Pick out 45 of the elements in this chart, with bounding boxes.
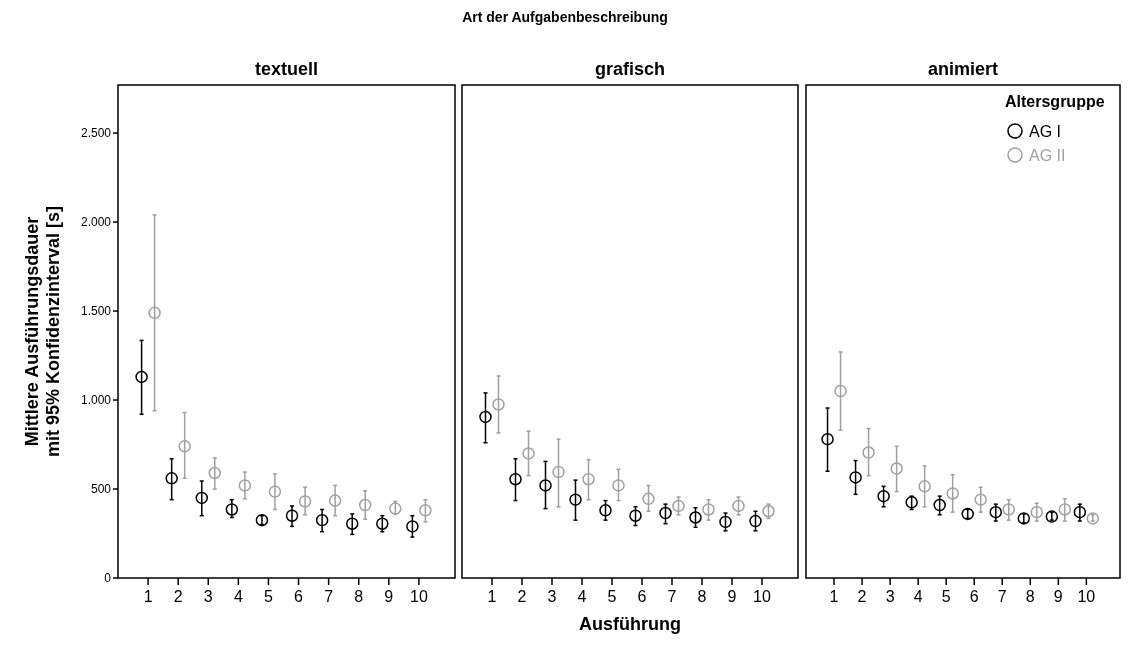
x-tick-label: 9	[1053, 588, 1063, 605]
text: Art der Aufgabenbeschreibung	[462, 9, 668, 25]
x-tick-label: 3	[547, 588, 557, 605]
x-tick-label: 5	[263, 588, 273, 605]
x-tick-label: 10	[409, 588, 428, 605]
x-tick-label: 2	[857, 588, 867, 605]
x-tick-label: 10	[1077, 588, 1096, 605]
x-tick-label: 6	[637, 588, 647, 605]
y-axis-title: Mittlere Ausführungsdauer mit 95% Konfidenzinterval [s]	[22, 205, 63, 458]
y-tick-label: 500	[90, 482, 112, 497]
x-tick-label: 2	[173, 588, 183, 605]
x-tick-label: 7	[997, 588, 1007, 605]
x-axis-title: Ausführung	[579, 614, 681, 634]
y-tick-label: 0	[104, 571, 112, 585]
y-tick-label: 2.000	[80, 215, 112, 230]
legend-label: AG II	[1029, 147, 1066, 164]
x-tick-label: 3	[885, 588, 895, 605]
x-tick-label: 8	[354, 588, 364, 605]
x-tick-label: 8	[697, 588, 707, 605]
x-tick-label: 4	[233, 588, 243, 605]
x-tick-label: 3	[203, 588, 213, 605]
x-tick-label: 1	[143, 588, 153, 605]
x-tick-label: 9	[727, 588, 737, 605]
x-tick-label: 4	[913, 588, 923, 605]
chart-title: grafisch	[594, 59, 666, 79]
chart-title: animiert	[927, 59, 999, 79]
legend-title: Altersgruppe	[1005, 93, 1105, 110]
x-tick-label: 4	[577, 588, 587, 605]
x-tick-label: 6	[294, 588, 304, 605]
x-tick-label: 6	[969, 588, 979, 605]
y-tick-label: 1.000	[80, 393, 112, 408]
x-tick-label: 10	[753, 588, 771, 605]
x-tick-label: 5	[941, 588, 951, 605]
y-tick-label: 2.500	[80, 126, 112, 141]
y-tick-label: 1.500	[80, 304, 112, 319]
x-tick-label: 7	[324, 588, 334, 605]
x-tick-label: 5	[607, 588, 617, 605]
x-tick-label: 2	[517, 588, 527, 605]
x-tick-label: 9	[384, 588, 394, 605]
x-tick-label: 1	[829, 588, 839, 605]
legend-label: AG I	[1029, 123, 1062, 140]
x-tick-label: 7	[667, 588, 677, 605]
x-tick-label: 1	[487, 588, 497, 605]
x-tick-label: 8	[1025, 588, 1035, 605]
chart-title: textuell	[254, 59, 319, 79]
